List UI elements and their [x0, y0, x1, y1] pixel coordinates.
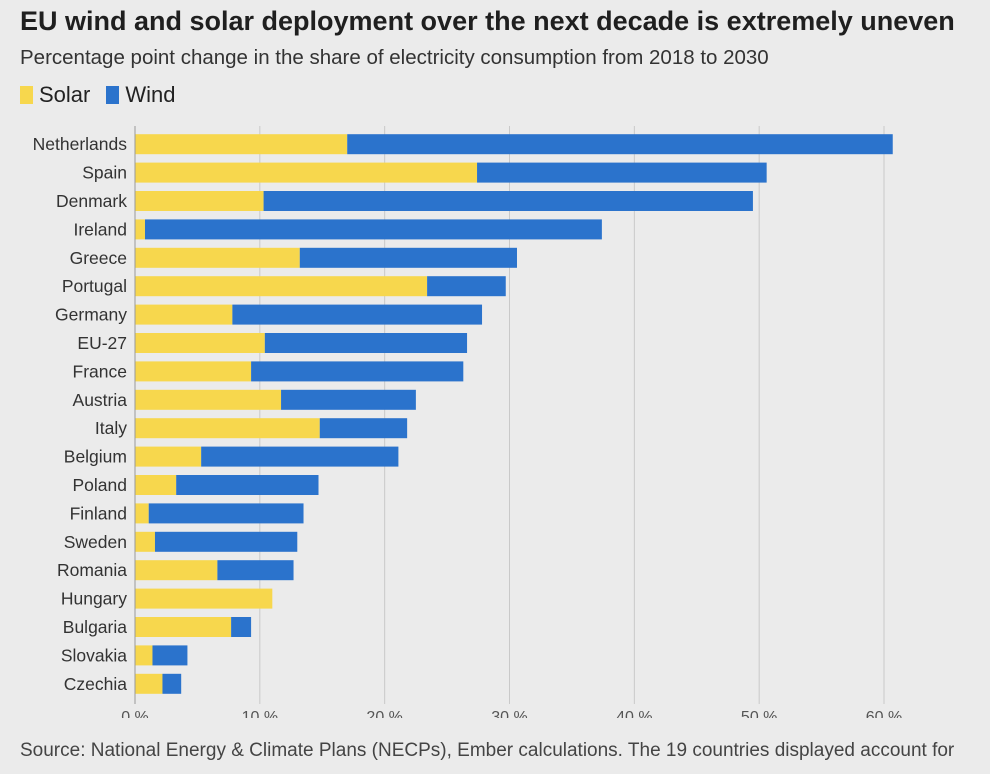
bar-solar-finland — [135, 503, 149, 524]
chart-title: EU wind and solar deployment over the ne… — [20, 6, 955, 36]
legend-swatch-solar — [20, 86, 33, 104]
x-tick-label: 50 % — [741, 709, 777, 718]
category-label: Czechia — [64, 674, 127, 694]
category-label: Hungary — [61, 589, 127, 609]
bar-chart: Netherlands Spain Denmark Ireland Greece Port… — [33, 126, 902, 718]
category-label: Slovakia — [61, 645, 127, 665]
category-label: Spain — [82, 163, 127, 183]
bar-wind-czechia — [162, 673, 182, 694]
bar-wind-finland — [148, 503, 304, 524]
category-label: Germany — [55, 305, 127, 325]
category-label: Greece — [70, 248, 127, 268]
bar-wind-sweden — [154, 531, 298, 552]
legend-swatch-wind — [106, 86, 120, 104]
bar-solar-denmark — [135, 191, 264, 211]
bar-wind-italy — [319, 418, 408, 439]
bar-solar-austria — [135, 389, 282, 410]
x-tick-label: 20 % — [366, 709, 402, 718]
bar-solar-poland — [135, 475, 177, 495]
category-label: Poland — [73, 475, 128, 495]
category-label: Romania — [57, 560, 127, 580]
bar-solar-spain — [135, 162, 478, 183]
bar-solar-belgium — [135, 446, 202, 467]
category-label: Sweden — [64, 532, 127, 552]
category-label: Netherlands — [33, 134, 128, 154]
bar-wind-eu-27 — [264, 333, 468, 353]
bar-solar-hungary — [135, 588, 273, 609]
bar-wind-portugal — [427, 276, 506, 297]
x-tick-label: 0 % — [121, 709, 149, 718]
bar-wind-netherlands — [347, 134, 893, 155]
bar-wind-austria — [281, 389, 416, 410]
bar-wind-ireland — [144, 219, 602, 240]
bar-solar-portugal — [135, 276, 428, 297]
category-label: France — [73, 361, 127, 381]
source-note: Source: National Energy & Climate Plans … — [20, 740, 955, 761]
legend-label-wind: Wind — [125, 82, 176, 107]
x-tick-label: 60 % — [866, 709, 902, 718]
chart-subtitle: Percentage point change in the share of … — [20, 46, 769, 69]
bar-wind-germany — [232, 304, 483, 325]
x-tick-label: 30 % — [491, 709, 527, 718]
category-label: Belgium — [64, 447, 127, 467]
bar-solar-ireland — [135, 219, 145, 240]
bar-solar-france — [135, 361, 252, 382]
bar-wind-slovakia — [152, 645, 188, 666]
x-tick-label: 40 % — [616, 709, 652, 718]
bar-wind-romania — [217, 560, 294, 581]
bar-wind-bulgaria — [231, 617, 252, 637]
bar-wind-spain — [477, 162, 767, 183]
bar-solar-czechia — [135, 673, 163, 694]
bar-solar-italy — [135, 418, 320, 439]
bar-solar-bulgaria — [135, 617, 232, 637]
bar-wind-denmark — [263, 191, 753, 211]
legend-item-wind: Wind — [106, 82, 175, 108]
bar-wind-poland — [176, 475, 319, 495]
category-label: Italy — [95, 418, 127, 438]
legend: Solar Wind — [20, 82, 175, 108]
bar-solar-greece — [135, 247, 300, 268]
bar-solar-eu-27 — [135, 333, 265, 353]
bar-solar-netherlands — [135, 134, 348, 155]
legend-item-solar: Solar — [20, 82, 90, 108]
bar-wind-greece — [299, 247, 517, 268]
bar-solar-sweden — [135, 531, 155, 552]
category-label: Bulgaria — [63, 617, 127, 637]
legend-label-solar: Solar — [39, 82, 91, 107]
category-label: EU-27 — [77, 333, 127, 353]
category-label: Portugal — [62, 276, 127, 296]
bar-solar-romania — [135, 560, 218, 581]
bar-wind-belgium — [201, 446, 399, 467]
category-label: Ireland — [73, 219, 127, 239]
x-tick-label: 10 % — [242, 709, 278, 718]
bar-wind-france — [251, 361, 464, 382]
category-label: Austria — [73, 390, 128, 410]
bar-solar-germany — [135, 304, 233, 325]
bar-solar-slovakia — [135, 645, 153, 666]
category-label: Finland — [70, 503, 127, 523]
category-label: Denmark — [56, 191, 127, 211]
